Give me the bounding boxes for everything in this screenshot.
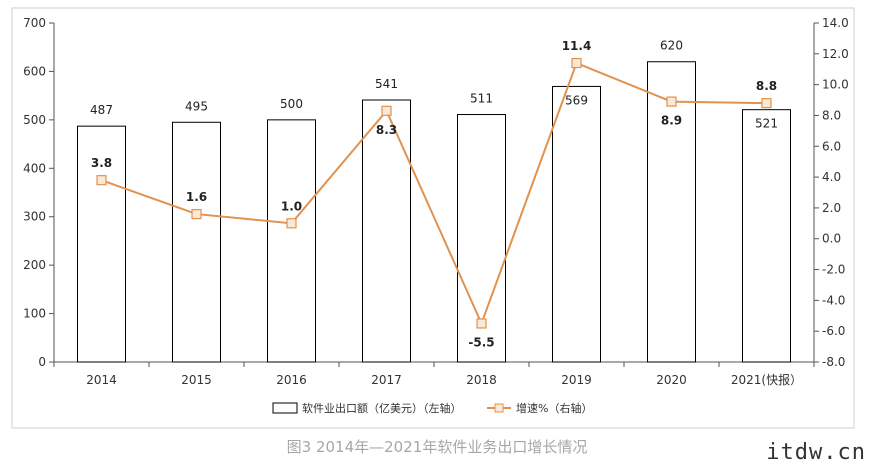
growth-marker bbox=[761, 98, 772, 109]
right-tick-label: 2.0 bbox=[822, 201, 841, 215]
x-tick-label: 2016 bbox=[276, 373, 307, 387]
legend-swatch-marker bbox=[494, 403, 504, 413]
figure-caption: 图3 2014年—2021年软件业务出口增长情况 bbox=[286, 438, 588, 456]
legend-label-line: 增速%（右轴） bbox=[516, 401, 592, 415]
chart-frame bbox=[11, 7, 855, 429]
right-tick-label: -4.0 bbox=[822, 293, 845, 307]
bar bbox=[552, 85, 601, 363]
left-tick-label: 300 bbox=[23, 210, 46, 224]
x-tick-label: 2015 bbox=[181, 373, 212, 387]
bar bbox=[742, 109, 791, 363]
right-tick-label: 8.0 bbox=[822, 108, 841, 122]
bar bbox=[77, 125, 126, 363]
right-tick-label: -2.0 bbox=[822, 263, 845, 277]
growth-marker bbox=[286, 218, 297, 229]
growth-value-label: -5.5 bbox=[468, 335, 494, 349]
bar bbox=[647, 61, 696, 363]
x-tick-label: 2018 bbox=[466, 373, 497, 387]
bar bbox=[362, 99, 411, 363]
x-tick-label: 2021(快报） bbox=[731, 372, 802, 387]
growth-marker bbox=[476, 318, 487, 329]
right-tick-label: 0.0 bbox=[822, 232, 841, 246]
bar-value-label: 487 bbox=[90, 103, 113, 117]
growth-value-label: 8.9 bbox=[661, 114, 682, 128]
right-tick-label: 6.0 bbox=[822, 139, 841, 153]
left-tick-label: 500 bbox=[23, 113, 46, 127]
bar-value-label: 541 bbox=[375, 77, 398, 91]
growth-value-label: 11.4 bbox=[562, 39, 592, 53]
growth-marker bbox=[571, 57, 582, 69]
growth-marker bbox=[96, 175, 107, 186]
chart: 0 100 200 300 400 500 600 700 -8.0 -6.0 -4.0 -2.0 0.… bbox=[11, 7, 855, 429]
right-tick-label: 14.0 bbox=[822, 16, 849, 30]
left-tick-label: 700 bbox=[23, 16, 46, 30]
bar bbox=[172, 121, 221, 363]
bar-value-label: 569 bbox=[565, 93, 588, 107]
legend-swatch-bar bbox=[272, 402, 298, 414]
bar-value-label: 521 bbox=[755, 117, 778, 131]
growth-marker bbox=[666, 96, 677, 107]
bar-value-label: 500 bbox=[280, 97, 303, 111]
right-tick-label: -6.0 bbox=[822, 324, 845, 338]
x-tick-label: 2019 bbox=[561, 373, 592, 387]
left-tick-label: 600 bbox=[23, 64, 46, 78]
right-tick-label: 4.0 bbox=[822, 170, 841, 184]
legend: 软件业出口额（亿美元）（左轴） 增速%（右轴） bbox=[272, 401, 592, 415]
left-tick-label: 0 bbox=[38, 355, 46, 369]
x-tick-label: 2020 bbox=[656, 373, 687, 387]
x-tick-label: 2014 bbox=[86, 373, 117, 387]
bar-value-label: 511 bbox=[470, 92, 493, 106]
left-tick-label: 200 bbox=[23, 258, 46, 272]
growth-value-label: 3.8 bbox=[91, 156, 112, 170]
bar bbox=[267, 119, 316, 363]
growth-marker bbox=[191, 208, 202, 220]
growth-value-label: 1.6 bbox=[186, 190, 207, 204]
growth-marker bbox=[381, 105, 392, 116]
right-tick-label: -8.0 bbox=[822, 355, 845, 369]
growth-value-label: 8.8 bbox=[756, 79, 777, 93]
left-tick-label: 400 bbox=[23, 161, 46, 175]
x-tick-label: 2017 bbox=[371, 373, 402, 387]
growth-value-label: 1.0 bbox=[281, 199, 302, 213]
right-tick-label: 12.0 bbox=[822, 47, 849, 61]
left-tick-label: 100 bbox=[23, 307, 46, 321]
growth-value-label: 8.3 bbox=[376, 123, 397, 137]
right-tick-label: 10.0 bbox=[822, 78, 849, 92]
legend-label-bar: 软件业出口额（亿美元）（左轴） bbox=[302, 401, 462, 415]
growth-line bbox=[101, 61, 767, 327]
bar-value-label: 620 bbox=[660, 39, 683, 53]
bar-value-label: 495 bbox=[185, 99, 208, 113]
watermark: itdw.cn bbox=[766, 440, 866, 465]
